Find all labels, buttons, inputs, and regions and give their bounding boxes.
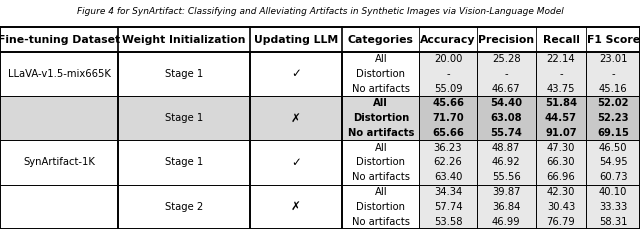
Text: 23.01: 23.01 <box>599 54 627 64</box>
Text: 55.74: 55.74 <box>490 128 522 138</box>
Text: Distortion: Distortion <box>356 158 405 167</box>
Text: 62.26: 62.26 <box>434 158 462 167</box>
Text: ✓: ✓ <box>291 156 301 169</box>
Text: 63.40: 63.40 <box>434 172 462 182</box>
Bar <box>0 27 640 52</box>
Text: Fine-tuning Dataset: Fine-tuning Dataset <box>0 35 120 45</box>
Text: Distortion: Distortion <box>356 69 405 79</box>
Text: Accuracy: Accuracy <box>420 35 476 45</box>
Text: -: - <box>559 69 563 79</box>
Text: 69.15: 69.15 <box>597 128 629 138</box>
Text: ✗: ✗ <box>291 200 301 213</box>
Text: 53.58: 53.58 <box>434 217 462 227</box>
Text: 48.87: 48.87 <box>492 143 520 153</box>
Text: 44.57: 44.57 <box>545 113 577 123</box>
Text: 42.30: 42.30 <box>547 187 575 197</box>
Text: Recall: Recall <box>543 35 579 45</box>
Text: -: - <box>504 69 508 79</box>
Text: 58.31: 58.31 <box>599 217 627 227</box>
Text: 52.23: 52.23 <box>597 113 629 123</box>
Text: 45.16: 45.16 <box>599 84 627 94</box>
Text: 46.92: 46.92 <box>492 158 520 167</box>
Text: 91.07: 91.07 <box>545 128 577 138</box>
Text: No artifacts: No artifacts <box>348 128 414 138</box>
Text: All: All <box>374 54 387 64</box>
Text: ✗: ✗ <box>291 112 301 125</box>
Text: 66.96: 66.96 <box>547 172 575 182</box>
Text: No artifacts: No artifacts <box>352 217 410 227</box>
Text: Stage 1: Stage 1 <box>165 158 203 167</box>
Text: No artifacts: No artifacts <box>352 172 410 182</box>
Text: F1 Score: F1 Score <box>586 35 640 45</box>
Text: Distortion: Distortion <box>353 113 409 123</box>
Text: 43.75: 43.75 <box>547 84 575 94</box>
Text: 57.74: 57.74 <box>434 202 462 212</box>
Text: -: - <box>611 69 615 79</box>
Text: 47.30: 47.30 <box>547 143 575 153</box>
Text: Stage 2: Stage 2 <box>165 202 203 212</box>
Text: 55.09: 55.09 <box>434 84 462 94</box>
Bar <box>0 96 419 140</box>
Text: 46.50: 46.50 <box>599 143 627 153</box>
Text: 71.70: 71.70 <box>432 113 464 123</box>
Text: 54.40: 54.40 <box>490 98 522 108</box>
Text: 36.23: 36.23 <box>434 143 462 153</box>
Text: LLaVA-v1.5-mix665K: LLaVA-v1.5-mix665K <box>8 69 111 79</box>
Text: Figure 4 for SynArtifact: Classifying and Alleviating Artifacts in Synthetic Ima: Figure 4 for SynArtifact: Classifying an… <box>77 7 563 16</box>
Text: 30.43: 30.43 <box>547 202 575 212</box>
Text: Precision: Precision <box>478 35 534 45</box>
Text: Distortion: Distortion <box>356 202 405 212</box>
Text: 55.56: 55.56 <box>492 172 520 182</box>
Text: -: - <box>446 69 450 79</box>
Text: 22.14: 22.14 <box>547 54 575 64</box>
Text: Categories: Categories <box>348 35 413 45</box>
Text: 33.33: 33.33 <box>599 202 627 212</box>
Text: Stage 1: Stage 1 <box>165 113 203 123</box>
Text: 63.08: 63.08 <box>490 113 522 123</box>
Text: 60.73: 60.73 <box>599 172 627 182</box>
Text: All: All <box>374 143 387 153</box>
Text: 39.87: 39.87 <box>492 187 520 197</box>
Text: Updating LLM: Updating LLM <box>254 35 338 45</box>
Text: 66.30: 66.30 <box>547 158 575 167</box>
Text: 54.95: 54.95 <box>599 158 627 167</box>
Bar <box>419 27 640 229</box>
Text: 25.28: 25.28 <box>492 54 520 64</box>
Text: 51.84: 51.84 <box>545 98 577 108</box>
Text: 65.66: 65.66 <box>432 128 464 138</box>
Text: 45.66: 45.66 <box>432 98 464 108</box>
Text: Stage 1: Stage 1 <box>165 69 203 79</box>
Text: No artifacts: No artifacts <box>352 84 410 94</box>
Text: 34.34: 34.34 <box>434 187 462 197</box>
Text: 76.79: 76.79 <box>547 217 575 227</box>
Text: SynArtifact-1K: SynArtifact-1K <box>23 158 95 167</box>
Text: 40.10: 40.10 <box>599 187 627 197</box>
Text: 36.84: 36.84 <box>492 202 520 212</box>
Text: 20.00: 20.00 <box>434 54 462 64</box>
Text: 46.67: 46.67 <box>492 84 520 94</box>
Bar <box>419 96 640 140</box>
Text: ✓: ✓ <box>291 67 301 80</box>
Text: All: All <box>374 187 387 197</box>
Text: All: All <box>373 98 388 108</box>
Text: 52.02: 52.02 <box>597 98 629 108</box>
Text: Weight Initialization: Weight Initialization <box>122 35 246 45</box>
Text: 46.99: 46.99 <box>492 217 520 227</box>
